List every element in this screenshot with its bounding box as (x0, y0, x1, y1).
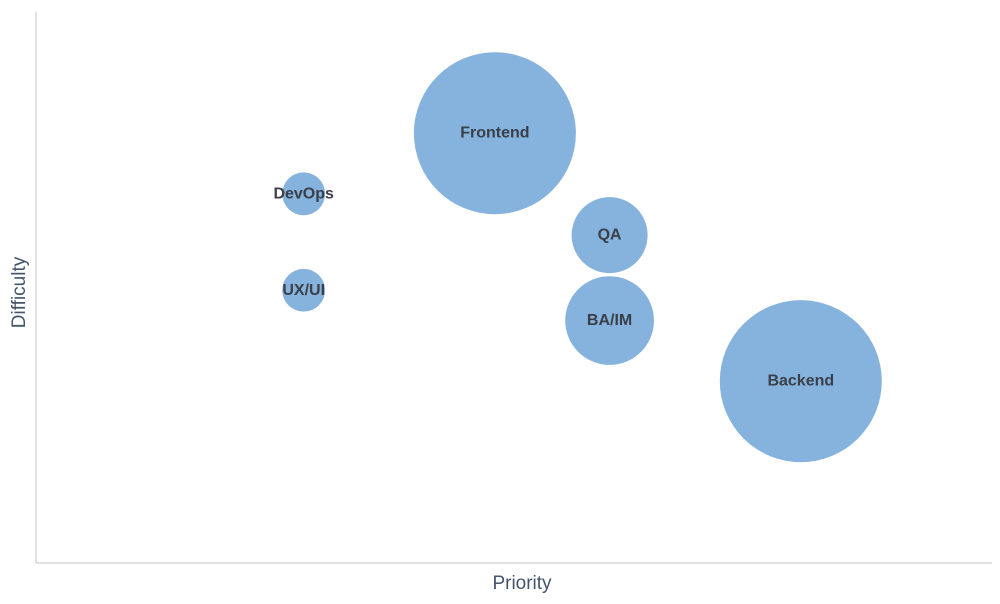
bubble-backend (719, 300, 882, 463)
bubble-devops (282, 172, 326, 216)
axes-layer (35, 12, 992, 564)
bubbles-layer (282, 52, 882, 463)
bubble-frontend (413, 52, 576, 215)
bubble-qa (571, 197, 648, 274)
bubble-label-backend: Backend (767, 373, 834, 390)
bubble-label-frontend: Frontend (460, 125, 529, 142)
bubble-ux-ui (282, 268, 326, 312)
y-axis-title: Difficulty (9, 256, 30, 328)
bubble-label-ba-im: BA/IM (587, 312, 632, 329)
bubble-labels-layer: Frontend DevOps QA UX/UI BA/IM Backend (273, 125, 834, 390)
bubble-label-qa: QA (598, 227, 622, 244)
bubble-label-ux-ui: UX/UI (282, 282, 325, 299)
bubble-ba-im (565, 276, 654, 365)
x-axis-title: Priority (492, 573, 552, 594)
bubble-label-devops: DevOps (273, 185, 334, 202)
